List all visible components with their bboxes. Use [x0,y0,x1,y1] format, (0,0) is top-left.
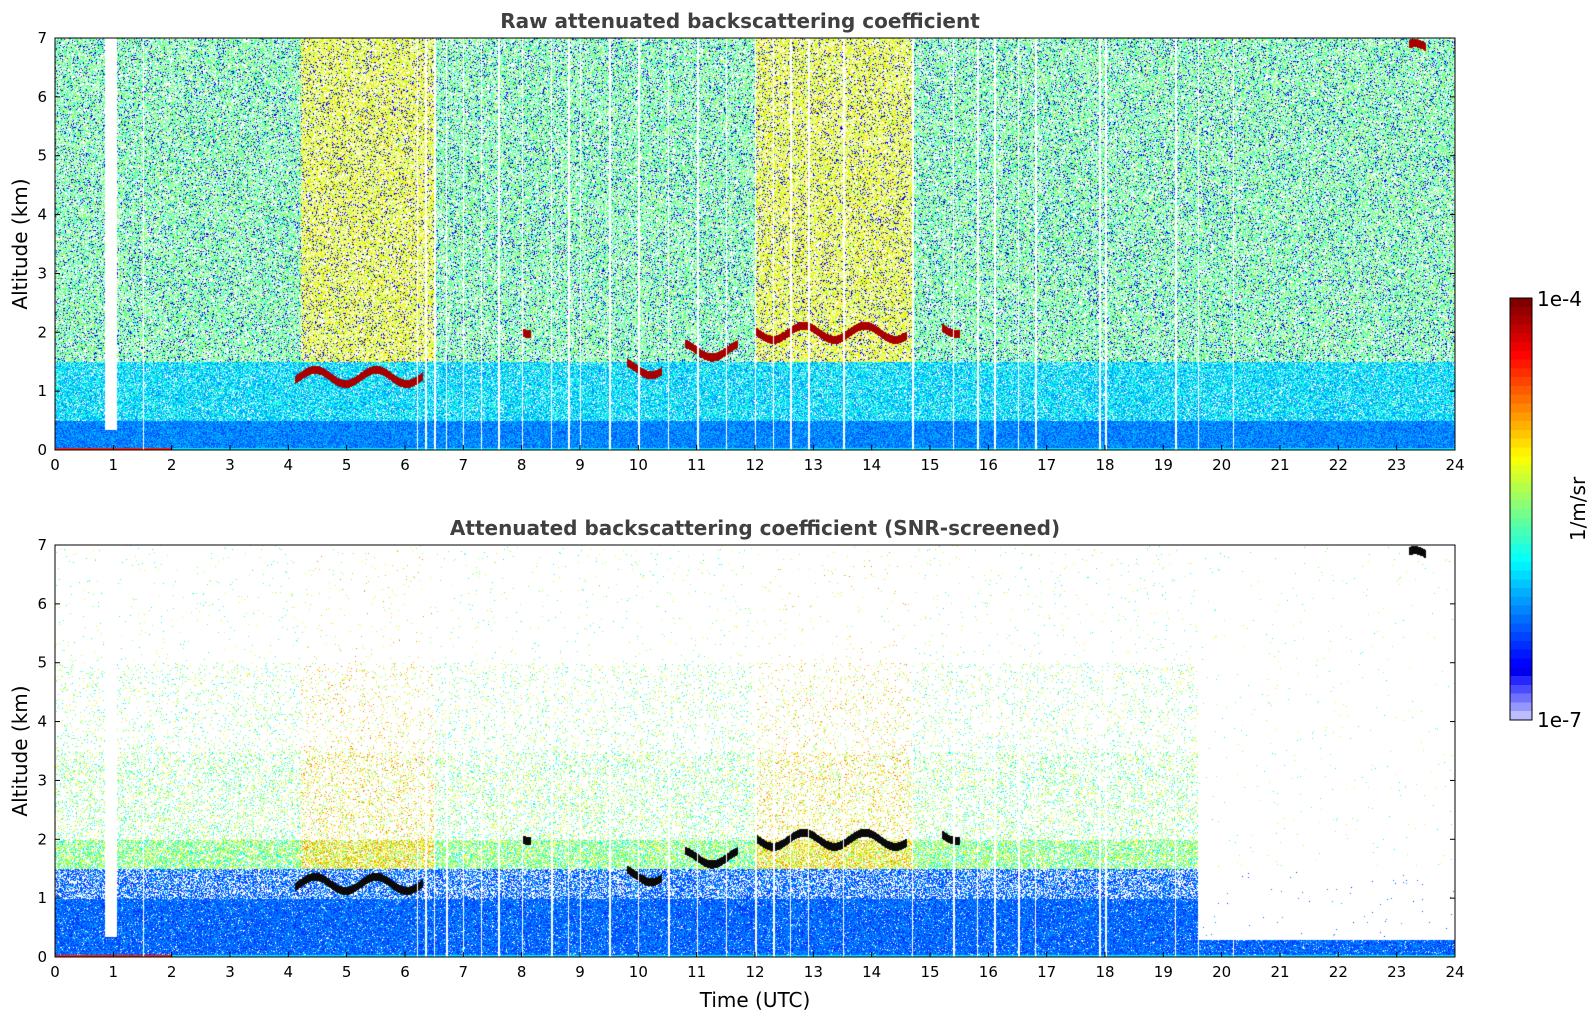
x-tick-label: 18 [1095,963,1114,981]
colorbar-frame [1509,297,1533,721]
panel-screened-x-ticks: 0 1 2 3 4 5 6 7 8 9 10 11 12 13 14 15 16 17 18 19 20 21 22 23 24 [50,952,1465,981]
y-tick-label: 3 [37,264,47,282]
x-tick-label: 16 [979,456,998,474]
y-tick-label: 7 [37,29,47,47]
x-tick-label: 19 [1154,456,1173,474]
panel-screened-ylabel: Altitude (km) [8,685,32,816]
x-tick-label: 14 [862,963,881,981]
x-tick-label: 15 [920,456,939,474]
x-tick-label: 2 [167,963,177,981]
x-tick-label: 3 [225,456,235,474]
x-tick-label: 7 [459,456,469,474]
x-tick-label: 24 [1445,963,1464,981]
panel-raw: Raw attenuated backscattering coefficien… [8,9,1465,474]
colorbar-gradient [1510,298,1532,720]
x-tick-label: 20 [1212,456,1231,474]
panel-raw-title: Raw attenuated backscattering coefficien… [500,9,980,33]
x-tick-label: 9 [575,963,585,981]
x-tick-label: 13 [804,963,823,981]
panel-raw-ylabel: Altitude (km) [8,178,32,309]
x-tick-label: 5 [342,963,352,981]
y-tick-label: 6 [37,595,47,613]
x-tick-label: 21 [1270,456,1289,474]
colorbar: 1e-4 1e-7 1/m/sr [1509,287,1590,732]
x-tick-label: 16 [979,963,998,981]
x-tick-label: 17 [1037,456,1056,474]
y-tick-label: 7 [37,536,47,554]
x-tick-label: 6 [400,963,410,981]
x-tick-label: 2 [167,456,177,474]
x-tick-label: 12 [745,963,764,981]
x-tick-label: 9 [575,456,585,474]
x-tick-label: 19 [1154,963,1173,981]
x-tick-label: 15 [920,963,939,981]
colorbar-min-label: 1e-7 [1537,708,1582,732]
x-tick-label: 13 [804,456,823,474]
x-tick-label: 4 [284,456,294,474]
x-tick-label: 22 [1329,963,1348,981]
x-tick-label: 17 [1037,963,1056,981]
x-tick-label: 1 [109,963,119,981]
panel-raw-y-ticks: 0 1 2 3 4 5 6 7 [37,29,1455,459]
x-tick-label: 18 [1095,456,1114,474]
x-tick-label: 4 [284,963,294,981]
y-tick-label: 1 [37,382,47,400]
x-tick-label: 23 [1387,456,1406,474]
x-tick-label: 8 [517,963,527,981]
x-tick-label: 5 [342,456,352,474]
raw-backscatter-heatmap [55,38,1455,450]
y-tick-label: 2 [37,323,47,341]
x-tick-label: 23 [1387,963,1406,981]
y-tick-label: 5 [37,147,47,165]
x-tick-label: 3 [225,963,235,981]
x-tick-label: 20 [1212,963,1231,981]
y-tick-label: 4 [37,206,47,224]
x-tick-label: 10 [629,963,648,981]
screened-backscatter-heatmap [55,545,1455,957]
x-tick-label: 21 [1270,963,1289,981]
colorbar-max-label: 1e-4 [1537,287,1582,311]
colorbar-unit-label: 1/m/sr [1566,476,1590,541]
panel-screened-xlabel: Time (UTC) [699,988,811,1012]
x-tick-label: 1 [109,456,119,474]
y-tick-label: 2 [37,830,47,848]
y-tick-label: 3 [37,771,47,789]
panel-screened: Attenuated backscattering coefficient (S… [8,516,1465,1012]
x-tick-label: 11 [687,963,706,981]
panel-screened-y-ticks: 0 1 2 3 4 5 6 7 [37,536,1455,966]
panel-raw-x-ticks: 0 1 2 3 4 5 6 7 8 9 10 11 12 13 14 15 16 17 18 19 20 21 22 23 24 [50,445,1465,474]
x-tick-label: 14 [862,456,881,474]
y-tick-label: 0 [37,441,47,459]
panel-screened-title: Attenuated backscattering coefficient (S… [450,516,1060,540]
x-tick-label: 24 [1445,456,1464,474]
x-tick-label: 22 [1329,456,1348,474]
x-tick-label: 12 [745,456,764,474]
y-tick-label: 4 [37,713,47,731]
x-tick-label: 11 [687,456,706,474]
y-tick-label: 6 [37,88,47,106]
x-tick-label: 0 [50,963,60,981]
x-tick-label: 8 [517,456,527,474]
x-tick-label: 6 [400,456,410,474]
x-tick-label: 0 [50,456,60,474]
y-tick-label: 5 [37,654,47,672]
y-tick-label: 0 [37,948,47,966]
x-tick-label: 10 [629,456,648,474]
x-tick-label: 7 [459,963,469,981]
y-tick-label: 1 [37,889,47,907]
